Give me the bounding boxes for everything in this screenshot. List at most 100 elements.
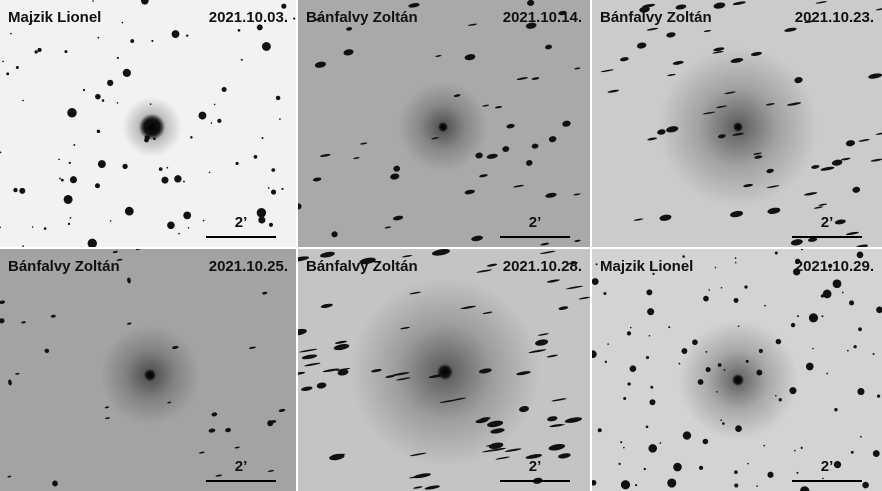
star — [117, 102, 119, 104]
star — [812, 348, 814, 350]
star — [851, 451, 854, 454]
star — [627, 331, 631, 335]
star — [130, 39, 134, 43]
star — [203, 220, 205, 222]
star — [281, 188, 283, 190]
star — [122, 22, 124, 24]
star — [607, 343, 609, 345]
star — [254, 155, 258, 159]
star — [646, 289, 652, 295]
star — [776, 339, 782, 345]
star — [764, 305, 766, 307]
star — [59, 178, 61, 180]
star — [73, 144, 75, 146]
star — [734, 484, 738, 488]
image-panel: Majzik Lionel2021.10.29.2’ — [589, 248, 882, 491]
star — [16, 66, 19, 69]
star — [61, 179, 64, 182]
star — [19, 188, 25, 194]
star — [648, 444, 657, 453]
star — [95, 94, 101, 100]
star — [826, 373, 828, 375]
panel-content — [589, 248, 882, 491]
star — [97, 130, 100, 133]
star — [860, 436, 862, 438]
scale-label: 2’ — [529, 214, 542, 231]
observation-date: 2021.10.23. — [795, 9, 874, 26]
star — [667, 478, 676, 487]
observation-date: 2021.10.03. — [209, 9, 288, 26]
star — [649, 399, 655, 405]
star — [857, 388, 864, 395]
star — [673, 463, 682, 472]
star — [262, 42, 271, 51]
star — [715, 267, 717, 269]
star — [102, 99, 105, 102]
star — [69, 162, 71, 164]
star — [679, 363, 681, 365]
star — [95, 183, 100, 188]
star — [123, 69, 131, 77]
panel-content — [0, 248, 296, 491]
observation-date: 2021.10.14. — [503, 9, 582, 26]
star — [853, 345, 856, 348]
star — [630, 327, 632, 329]
star — [97, 37, 99, 39]
star — [806, 363, 814, 371]
comet-nucleus — [733, 122, 743, 132]
star — [821, 315, 823, 317]
observation-date: 2021.10.29. — [795, 258, 874, 275]
star — [873, 450, 880, 457]
star — [167, 221, 175, 229]
star — [720, 419, 722, 421]
star — [174, 175, 181, 182]
star — [217, 119, 221, 123]
star — [756, 370, 762, 376]
star — [763, 445, 765, 447]
observation-date: 2021.10.25. — [209, 258, 288, 275]
star — [779, 398, 782, 401]
star — [214, 104, 216, 106]
panel-content — [0, 0, 296, 248]
image-panel: Bánfalvy Zoltán2021.10.28.2’ — [290, 248, 590, 491]
star — [38, 48, 42, 52]
star — [279, 118, 281, 120]
star — [241, 59, 243, 61]
star — [22, 245, 24, 247]
star — [276, 96, 280, 100]
star — [151, 40, 153, 42]
star — [746, 360, 749, 363]
star — [801, 447, 803, 449]
star — [10, 33, 12, 35]
star — [70, 176, 77, 183]
star — [823, 290, 832, 299]
observer-name: Bánfalvy Zoltán — [600, 9, 712, 26]
star — [618, 463, 620, 465]
star — [703, 296, 709, 302]
star — [692, 339, 698, 345]
comet-nucleus — [438, 122, 448, 132]
star — [172, 30, 180, 38]
star — [722, 422, 725, 425]
star — [734, 470, 738, 474]
star — [183, 181, 185, 183]
star — [706, 351, 708, 353]
star — [44, 227, 47, 230]
star — [822, 478, 824, 480]
star — [257, 208, 266, 217]
star — [835, 410, 837, 412]
star — [744, 285, 747, 288]
star — [650, 386, 653, 389]
star — [801, 248, 803, 250]
star — [644, 468, 646, 470]
star — [747, 463, 749, 465]
observer-name: Majzik Lionel — [600, 258, 693, 275]
star — [190, 136, 192, 138]
star — [794, 450, 796, 452]
comet-nucleus — [144, 369, 156, 381]
star — [797, 315, 799, 317]
comet-image-grid: Majzik Lionel 2021.10.03. 2’ Bánfalvy Zoltá… — [0, 0, 882, 491]
star — [268, 187, 270, 189]
star — [596, 263, 598, 265]
star — [88, 239, 97, 248]
